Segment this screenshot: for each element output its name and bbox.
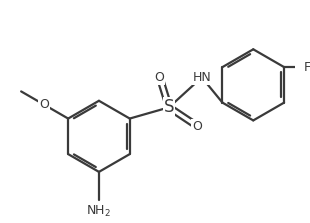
Text: S: S	[164, 98, 174, 116]
Text: O: O	[39, 98, 49, 111]
Text: O: O	[155, 71, 165, 84]
Text: HN: HN	[193, 71, 211, 84]
Text: O: O	[192, 120, 202, 132]
Text: F: F	[304, 61, 310, 74]
Text: NH$_2$: NH$_2$	[86, 204, 111, 219]
